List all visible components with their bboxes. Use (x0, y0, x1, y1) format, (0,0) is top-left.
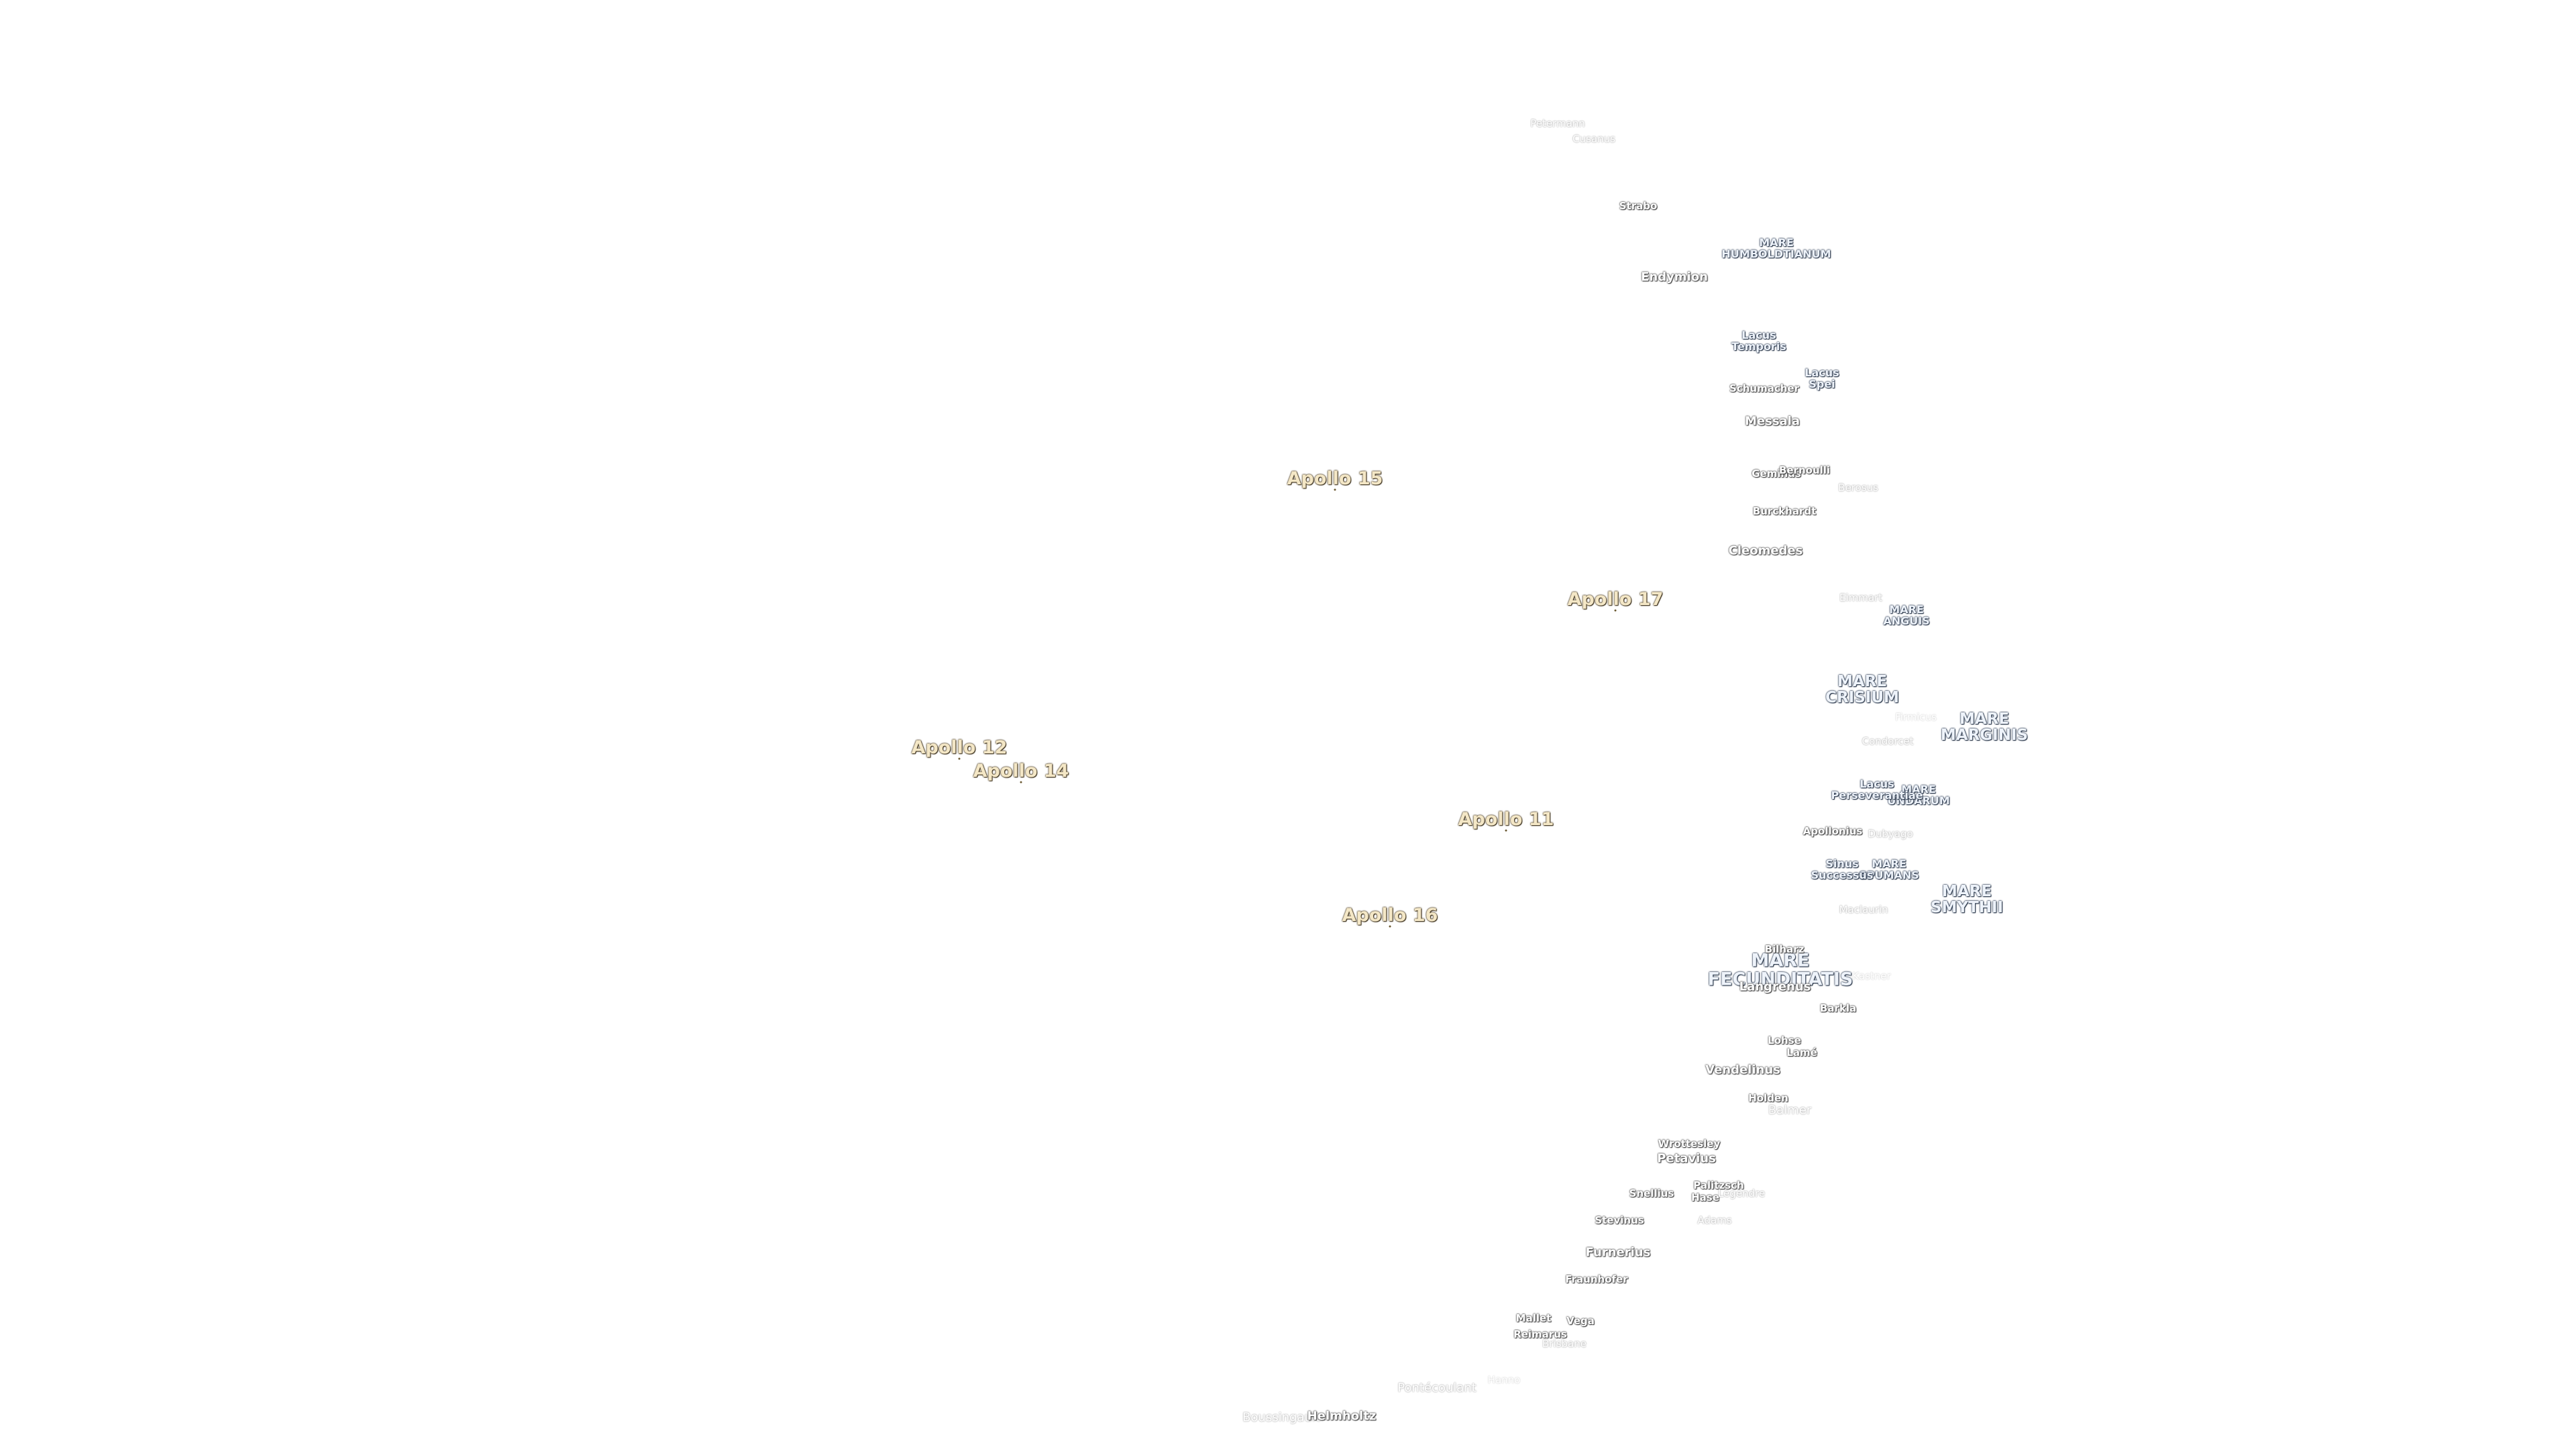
crater-burckhardt-label: Burckhardt (1752, 505, 1817, 518)
apollo-11-label[interactable]: Apollo 11 (1458, 808, 1554, 830)
crater-berosus-label: Berosus (1838, 482, 1878, 494)
crater-furnerius-label: Furnerius (1585, 1245, 1651, 1260)
crater-geminus-label: Geminus (1752, 468, 1801, 480)
apollo-17-marker[interactable] (1614, 609, 1617, 612)
crater-stevinus-label: Stevinus (1595, 1214, 1644, 1227)
crater-condorcet-label: Condorcet (1862, 735, 1914, 748)
lacus-temporis-label: Lacus Temporis (1731, 329, 1786, 353)
crater-mallet-label: Mallet (1515, 1312, 1552, 1325)
mare-undarum-label: MARE UNDARUM (1887, 783, 1950, 807)
crater-hanno-label: Hanno (1487, 1374, 1521, 1387)
mare-smythii-label: MARE SMYTHII (1930, 882, 2004, 916)
apollo-14-label[interactable]: Apollo 14 (973, 760, 1069, 782)
crater-barkla-label: Barkla (1819, 1002, 1857, 1015)
crater-bilharz-label: Bilharz (1764, 943, 1805, 956)
crater-snellius-label: Snellius (1629, 1187, 1674, 1200)
apollo-17-label[interactable]: Apollo 17 (1567, 588, 1664, 610)
apollo-14-marker[interactable] (1020, 781, 1022, 784)
crater-fraunhofer-label: Fraunhofer (1565, 1273, 1628, 1286)
crater-messala-label: Messala (1744, 414, 1801, 429)
crater-maclaurin-label: Maclaurin (1839, 904, 1888, 916)
crater-kastner-label: Kastner (1852, 970, 1891, 983)
crater-holden-label: Holden (1748, 1092, 1788, 1105)
crater-pontecoulant-label: Pontécoulant (1397, 1381, 1477, 1395)
mare-crisium-label: MARE CRISIUM (1825, 672, 1899, 706)
crater-balmer-label: Balmer (1768, 1103, 1812, 1118)
apollo-12-marker[interactable] (958, 757, 961, 760)
crater-vega-label: Vega (1566, 1315, 1595, 1328)
mare-spumans-label: MARE SPUMANS (1859, 857, 1919, 881)
mare-humboldtianum-label: MARE HUMBOLDTIANUM (1721, 236, 1831, 260)
crater-strabo-label: Strabo (1619, 200, 1658, 213)
crater-reimarus-label: Reimarus (1513, 1328, 1567, 1341)
mare-marginis-label: MARE MARGINIS (1940, 710, 2029, 744)
crater-apollonius-label: Apollonius (1803, 825, 1863, 838)
crater-dubyago-label: Dubyago (1868, 828, 1913, 841)
sinus-successus-label: Sinus Successus (1811, 857, 1874, 881)
lacus-perseverantiae-label: Lacus Perseverantiae (1831, 777, 1923, 802)
crater-cusanus-label: Cusanus (1572, 133, 1615, 146)
crater-palitzsch-label: Palitzsch (1693, 1179, 1744, 1192)
apollo-12-label[interactable]: Apollo 12 (911, 737, 1008, 758)
crater-endymion-label: Endymion (1641, 270, 1708, 284)
crater-lohse-label: Lohse (1768, 1034, 1801, 1047)
crater-lame-label: Lamé (1786, 1046, 1817, 1059)
mare-fecunditatis-label: MARE FECUNDITATIS (1707, 950, 1854, 990)
crater-petavius-label: Petavius (1657, 1151, 1716, 1166)
mare-anguis-label: MARE ANGUIS (1883, 603, 1930, 627)
apollo-15-label[interactable]: Apollo 15 (1287, 468, 1383, 489)
apollo-16-label[interactable]: Apollo 16 (1342, 904, 1438, 926)
crater-vendelinus-label: Vendelinus (1705, 1063, 1780, 1077)
crater-wrottesley-label: Wrottesley (1658, 1138, 1721, 1150)
crater-petermann-label: Petermann (1530, 117, 1585, 130)
lacus-spei-label: Lacus Spei (1805, 366, 1839, 390)
crater-helmholtz-label: Helmholtz (1307, 1409, 1377, 1424)
crater-schumacher-label: Schumacher (1729, 382, 1799, 395)
apollo-11-marker[interactable] (1505, 829, 1507, 832)
crater-bernoulli-label: Bernoulli (1778, 464, 1831, 477)
crater-firmicus-label: Firmicus (1895, 711, 1937, 724)
crater-adams-label: Adams (1697, 1214, 1732, 1227)
crater-legendre-label: Legendre (1717, 1187, 1766, 1200)
apollo-16-marker[interactable] (1389, 925, 1391, 928)
crater-eimmart-label: Eimmart (1839, 592, 1883, 604)
crater-brisbane-label: Brisbane (1542, 1338, 1587, 1350)
crater-hase-label: Hase (1691, 1191, 1719, 1204)
crater-cleomedes-label: Cleomedes (1728, 543, 1803, 558)
apollo-15-marker[interactable] (1334, 488, 1336, 491)
crater-langrenus-label: Langrenus (1739, 979, 1811, 994)
crater-boussingault-label: Boussingault (1242, 1410, 1320, 1425)
